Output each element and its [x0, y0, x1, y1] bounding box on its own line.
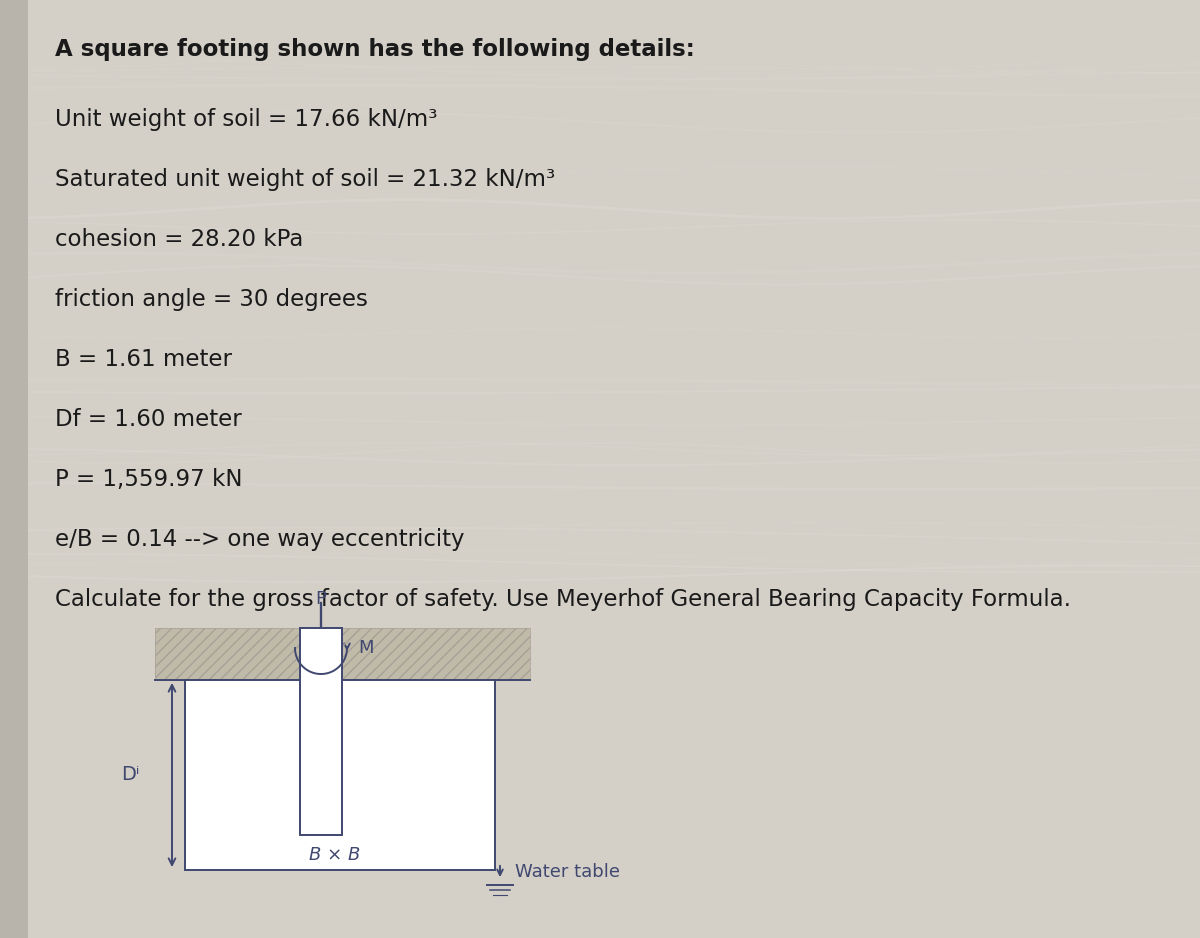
Text: B = 1.61 meter: B = 1.61 meter [55, 348, 232, 371]
Bar [300, 628, 342, 835]
Text: P = 1,559.97 kN: P = 1,559.97 kN [55, 468, 242, 491]
Text: Water table: Water table [515, 863, 620, 881]
Bar [155, 628, 300, 680]
Text: e/B = 0.14 --> one way eccentricity: e/B = 0.14 --> one way eccentricity [55, 528, 464, 551]
Text: M: M [358, 639, 373, 657]
Bar [0, 0, 28, 938]
Text: P: P [316, 590, 326, 608]
Text: Saturated unit weight of soil = 21.32 kN/m³: Saturated unit weight of soil = 21.32 kN… [55, 168, 556, 191]
Bar [342, 628, 530, 680]
Text: B × B: B × B [310, 846, 361, 864]
Text: Dⁱ: Dⁱ [121, 765, 139, 784]
Text: cohesion = 28.20 kPa: cohesion = 28.20 kPa [55, 228, 304, 251]
Bar [342, 628, 530, 680]
Text: friction angle = 30 degrees: friction angle = 30 degrees [55, 288, 368, 311]
Text: Calculate for the gross factor of safety. Use Meyerhof General Bearing Capacity : Calculate for the gross factor of safety… [55, 588, 1072, 611]
Text: A square footing shown has the following details:: A square footing shown has the following… [55, 38, 695, 61]
Bar [155, 628, 300, 680]
Text: Unit weight of soil = 17.66 kN/m³: Unit weight of soil = 17.66 kN/m³ [55, 108, 438, 131]
Text: Df = 1.60 meter: Df = 1.60 meter [55, 408, 241, 431]
Bar [185, 680, 496, 870]
